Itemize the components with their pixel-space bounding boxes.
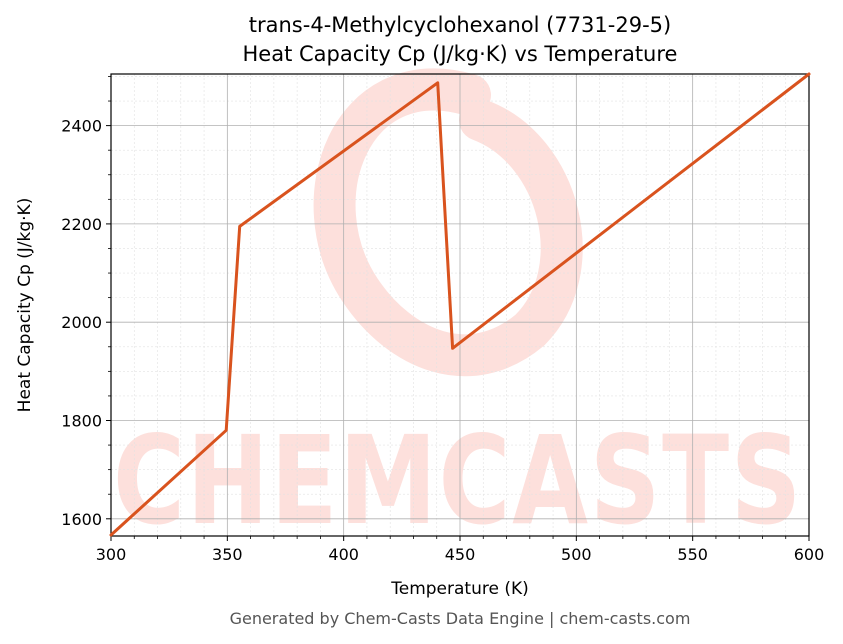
x-tick-label: 300 [96, 545, 127, 564]
footer-credit: Generated by Chem-Casts Data Engine | ch… [230, 609, 691, 628]
y-axis-label: Heat Capacity Cp (J/kg·K) [15, 198, 35, 413]
watermark-swirl [313, 68, 583, 377]
x-tick-label: 450 [445, 545, 476, 564]
x-axis-ticks: 300 350 400 450 500 550 600 [96, 536, 825, 564]
y-tick-label: 1600 [61, 510, 102, 529]
series-group [109, 72, 811, 537]
y-axis-ticks: 1600 1800 2000 2200 2400 [61, 76, 111, 529]
watermark-text: CHEMCASTS [113, 410, 803, 552]
x-tick-label: 350 [212, 545, 243, 564]
y-tick-label: 1800 [61, 412, 102, 431]
chart-subtitle: Heat Capacity Cp (J/kg·K) vs Temperature [243, 42, 678, 66]
x-tick-label: 600 [794, 545, 825, 564]
x-tick-label: 400 [328, 545, 359, 564]
y-tick-label: 2400 [61, 117, 102, 136]
series-line-0 [109, 72, 811, 537]
chart-title: trans-4-Methylcyclohexanol (7731-29-5) [249, 13, 671, 37]
x-tick-label: 550 [677, 545, 708, 564]
x-tick-label: 500 [561, 545, 592, 564]
x-axis-label: Temperature (K) [390, 579, 529, 599]
y-tick-label: 2200 [61, 215, 102, 234]
y-tick-label: 2000 [61, 313, 102, 332]
